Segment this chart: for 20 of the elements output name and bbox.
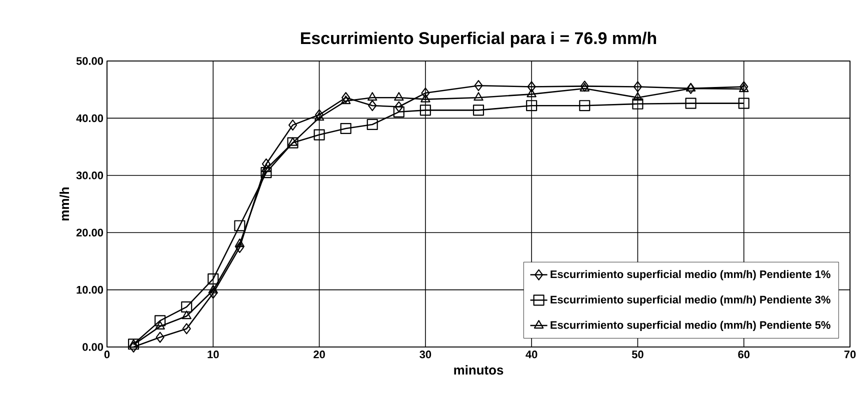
legend-label: Escurrimiento superficial medio (mm/h) Pendiente 3%	[550, 295, 830, 306]
y-tick-label: 40.00	[76, 114, 104, 122]
x-tick-label: 40	[526, 350, 538, 358]
x-tick-label: 20	[314, 350, 325, 358]
x-tick-label: 10	[208, 350, 219, 358]
x-axis-title: minutos	[454, 365, 504, 375]
legend-label: Escurrimiento superficial medio (mm/h) Pendiente 5%	[550, 320, 830, 332]
y-axis-title: mm/h	[60, 188, 70, 220]
x-tick-label: 50	[632, 350, 644, 358]
y-tick-label: 30.00	[76, 172, 104, 180]
y-tick-label: 20.00	[76, 228, 104, 236]
x-tick-label: 60	[738, 350, 750, 358]
x-tick-label: 0	[104, 350, 110, 358]
x-tick-label: 30	[420, 350, 432, 358]
legend-label: Escurrimiento superficial medio (mm/h) Pendiente 1%	[550, 270, 830, 280]
y-tick-label: 10.00	[76, 286, 104, 294]
y-tick-label: 50.00	[76, 57, 104, 65]
chart-title: Escurrimiento Superficial para i = 76.9 mm/h	[301, 32, 656, 48]
x-tick-label: 70	[844, 350, 856, 358]
y-tick-label: 0.00	[82, 343, 104, 351]
